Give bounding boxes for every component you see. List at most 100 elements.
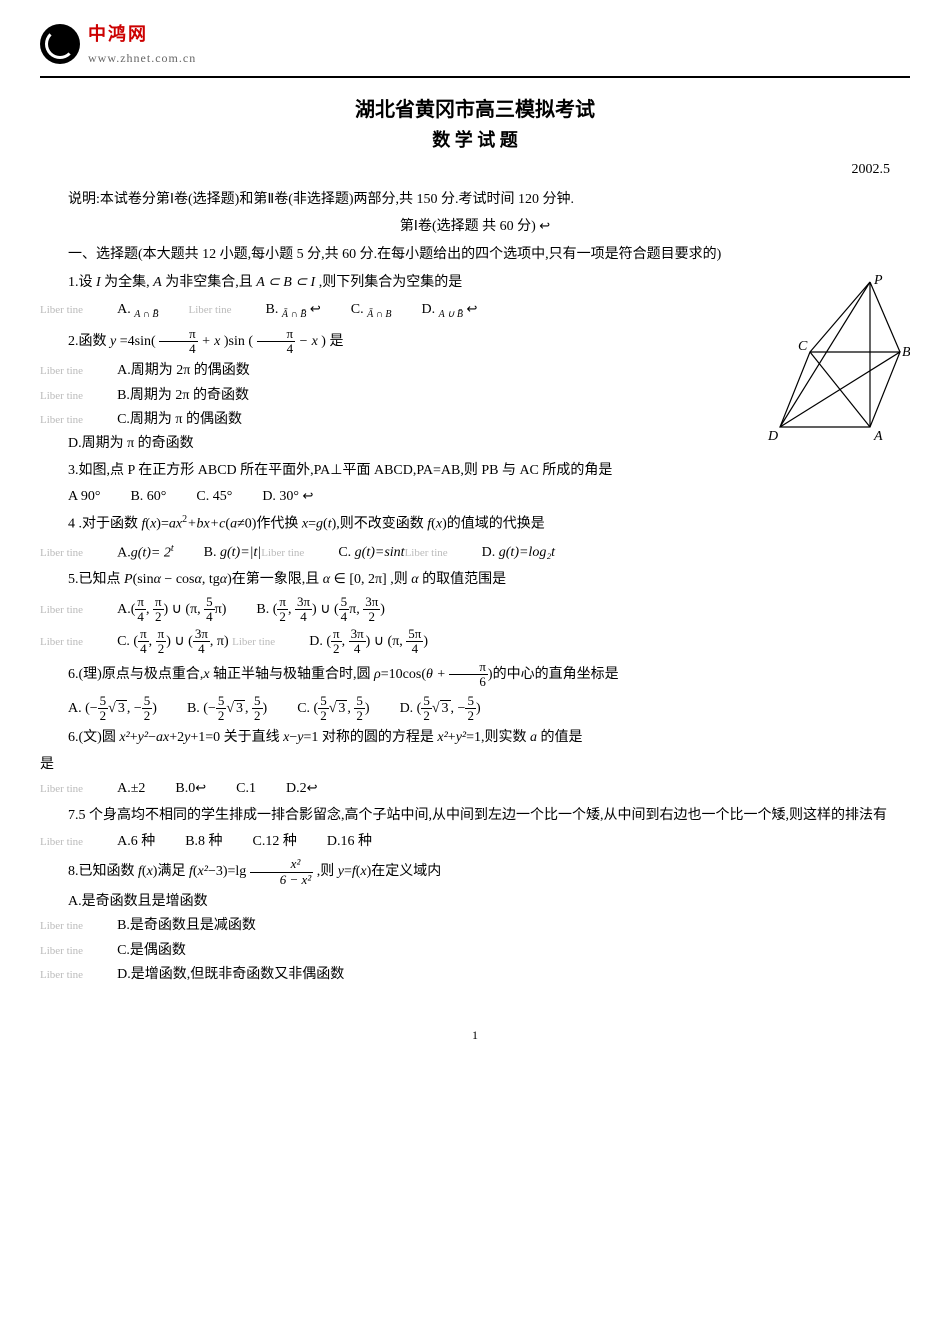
arrow-icon: ↩ — [539, 218, 550, 233]
q1-t1: 1.设 — [68, 275, 96, 290]
q5C-m2: , π) — [210, 634, 232, 649]
arrow-icon: ↩ — [307, 780, 318, 795]
t: )在定义域内 — [367, 864, 442, 879]
q5-t4: , tg — [202, 572, 220, 587]
q5B-f2: 3π4 — [295, 595, 312, 625]
watermark: Liber tine — [40, 834, 83, 852]
q5-t5: )在第一象限,且 — [227, 572, 323, 587]
q5C-f3: 3π4 — [193, 627, 210, 657]
n: 5 — [421, 694, 432, 709]
q6li-frac: π6 — [449, 660, 488, 690]
q6wen-optB: B.0↩ — [175, 778, 206, 800]
q8-options: A.是奇函数且是增函数 Liber tineB.是奇函数且是减函数 Liber … — [40, 891, 910, 987]
q4-ax2: ax — [169, 517, 182, 532]
q5C-f2: π2 — [156, 627, 167, 657]
q4-optB-pre: B. — [204, 545, 220, 560]
q2-f1d: 4 — [159, 342, 198, 356]
watermark: Liber tine — [40, 388, 83, 406]
label-B: B — [902, 345, 910, 360]
header-logo: 中鸿网 www.zhnet.com.cn — [40, 20, 910, 68]
q5B-pre: B. ( — [256, 602, 277, 617]
q4-t6: = — [308, 517, 316, 532]
d: 2 — [98, 709, 109, 723]
d: 4 — [295, 610, 312, 624]
d: 4 — [193, 642, 210, 656]
q4-optC-v: g(t)=sint — [355, 545, 405, 560]
d: 2 — [421, 709, 432, 723]
v: B.0 — [175, 781, 195, 796]
e: ) — [365, 701, 370, 716]
q6wen-options: Liber tine A.±2 B.0↩ C.1 D.2↩ — [40, 778, 910, 800]
q5-a5: α — [411, 572, 418, 587]
q4-optB: B. g(t)=|t|Liber tine — [204, 542, 309, 564]
t: x² — [437, 730, 447, 745]
q5A-f2: π2 — [153, 595, 164, 625]
q1-optC-v: Ā ∩ B — [367, 309, 391, 320]
q1-optB-v: Ā ∩ B̄ — [282, 309, 306, 320]
q5B-f1: π2 — [277, 595, 288, 625]
q7-options: Liber tine A.6 种 B.8 种 C.12 种 D.16 种 — [40, 831, 910, 853]
d: 4 — [349, 642, 366, 656]
q5-optB: B. (π2, 3π4) ∪ (54π, 3π2) — [256, 595, 385, 625]
q4-bx: +bx+c — [187, 517, 225, 532]
t: x² — [119, 730, 129, 745]
q8-optC: C.是偶函数 — [117, 940, 186, 962]
q1-optA: A. A ∩ B̄ — [117, 299, 158, 323]
f: 52 — [142, 694, 153, 724]
t: 8.已知函数 — [68, 864, 138, 879]
n: π — [153, 595, 164, 610]
section1-intro: 一、选择题(本大题共 12 小题,每小题 5 分,共 60 分.在每小题给出的四… — [40, 244, 910, 266]
q2-optD: D.周期为 π 的奇函数 — [68, 433, 194, 455]
t: = — [344, 864, 352, 879]
n: 5 — [204, 595, 215, 610]
q6wen-optA: A.±2 — [117, 778, 145, 800]
q4-optA-sup: t — [171, 543, 174, 554]
q5A-pre: A.( — [117, 602, 135, 617]
section1-label: 第Ⅰ卷(选择题 共 60 分) ↩ — [40, 216, 910, 238]
q2-f1n: π — [159, 327, 198, 342]
q3-optC: C. 45° — [196, 486, 232, 508]
q4-optD-pre: D. — [482, 545, 499, 560]
f: 52 — [216, 694, 227, 724]
q6wen-optC: C.1 — [236, 778, 256, 800]
q5-t3: − cos — [161, 572, 195, 587]
d: 4 — [135, 610, 146, 624]
q2-t4: ) 是 — [321, 334, 343, 349]
n: 5 — [142, 694, 153, 709]
n: 3π — [363, 595, 380, 610]
d: 2 — [465, 709, 476, 723]
t: x² — [198, 864, 208, 879]
q1-t3: 为非空集合,且 — [165, 275, 256, 290]
watermark: Liber tine — [40, 918, 83, 936]
q2-t3: )sin ( — [224, 334, 253, 349]
q6wen-stem: 6.(文)圆 x²+y²−ax+2y+1=0 关于直线 x−y=1 对称的圆的方… — [40, 727, 910, 749]
q8-optD: D.是增函数,但既非奇函数又非偶函数 — [117, 964, 344, 986]
q7-stem: 7.5 个身高均不相同的学生排成一排合影留念,高个子站中间,从中间到左边一个比一… — [40, 805, 910, 827]
q5D-m1: ) ∪ (π, — [366, 634, 407, 649]
n: 5 — [465, 694, 476, 709]
q5D-end: ) — [423, 634, 428, 649]
p: D. ( — [400, 701, 422, 716]
watermark: Liber tine — [40, 943, 83, 961]
p: B. (− — [187, 701, 216, 716]
e: ) — [263, 701, 268, 716]
q5A-mid: ) ∪ (π, — [164, 602, 205, 617]
page-subtitle: 数 学 试 题 — [40, 126, 910, 155]
t: y² — [456, 730, 466, 745]
q6li-t2: 轴正半轴与极轴重合时,圆 — [210, 667, 375, 682]
p: C. ( — [297, 701, 318, 716]
page-title: 湖北省黄冈市高三模拟考试 — [40, 94, 910, 126]
t: + — [448, 730, 456, 745]
q7-optD: D.16 种 — [327, 831, 372, 853]
watermark: Liber tine — [40, 781, 83, 799]
q5-a2: α — [194, 572, 201, 587]
q4-a: a — [230, 517, 237, 532]
n: π — [449, 660, 488, 675]
q1-optD: D. A ∪ B̄ ↩ — [422, 299, 478, 323]
t: =1 对称的圆的方程是 — [303, 730, 437, 745]
q1-t2: 为全集, — [104, 275, 150, 290]
d: 2 — [216, 709, 227, 723]
n: π — [331, 627, 342, 642]
q4-t1: 4 .对于函数 — [68, 517, 142, 532]
t: −3)=lg — [208, 864, 250, 879]
